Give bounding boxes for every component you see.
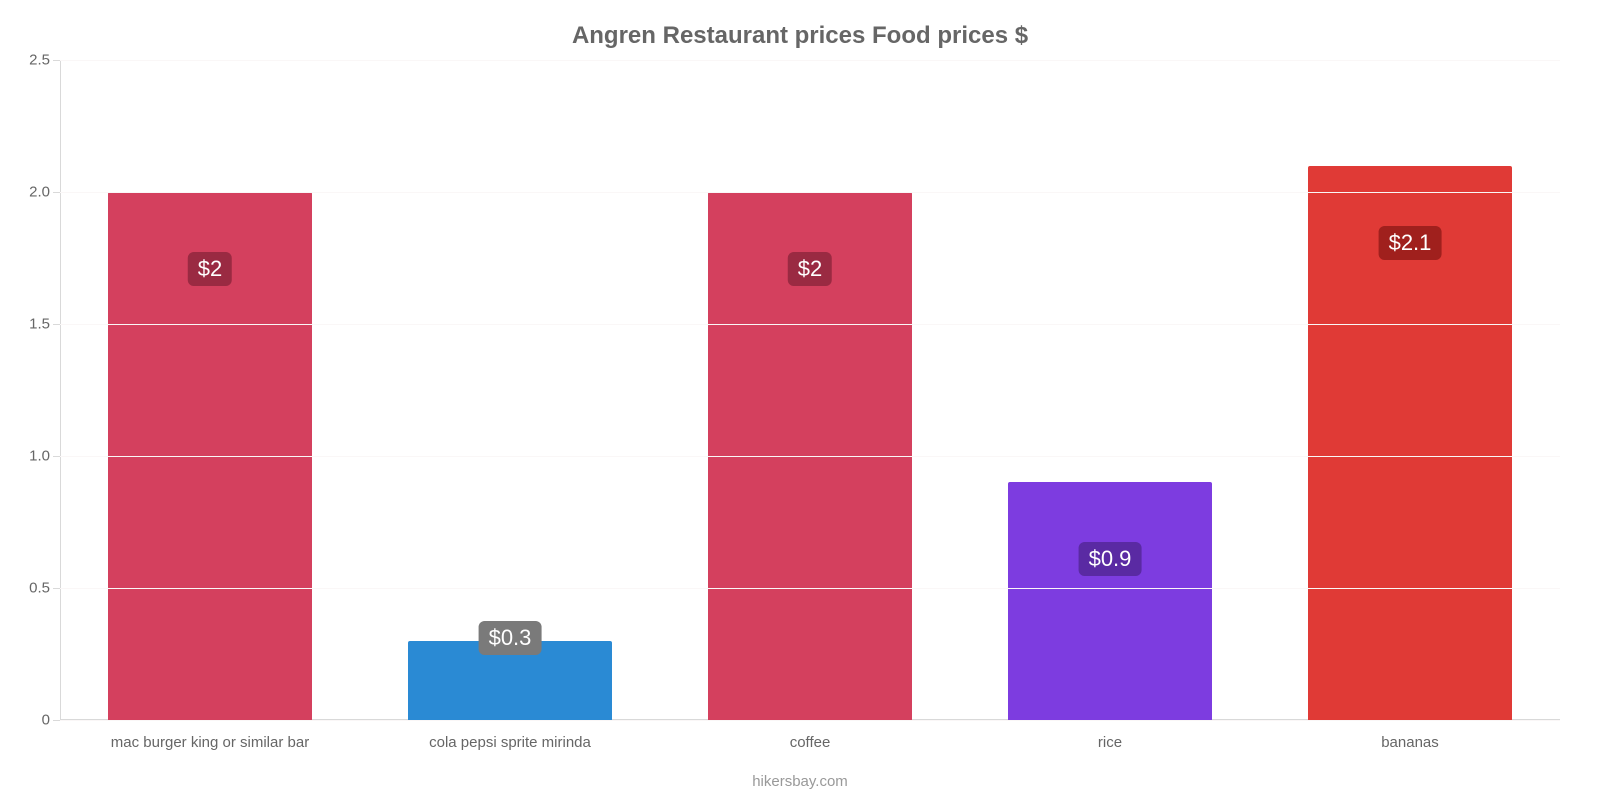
gridline	[60, 324, 1560, 325]
source-attribution: hikersbay.com	[0, 773, 1600, 790]
bar	[1008, 482, 1212, 720]
gridline	[60, 60, 1560, 61]
y-tick-label: 1.5	[29, 316, 60, 333]
gridline	[60, 456, 1560, 457]
gridline	[60, 588, 1560, 589]
value-badge: $0.3	[479, 621, 542, 655]
y-tick-label: 0.5	[29, 580, 60, 597]
y-tick-label: 1.0	[29, 448, 60, 465]
y-tick-label: 0	[42, 712, 60, 729]
bar-slot: $2.1bananas	[1260, 60, 1560, 720]
bar-slot: $0.3cola pepsi sprite mirinda	[360, 60, 660, 720]
x-tick-label: bananas	[1381, 720, 1439, 751]
gridline	[60, 192, 1560, 193]
x-tick-label: mac burger king or similar bar	[111, 720, 309, 751]
bar-slot: $2mac burger king or similar bar	[60, 60, 360, 720]
gridline	[60, 720, 1560, 721]
y-tick-label: 2.5	[29, 52, 60, 69]
plot-area: $2mac burger king or similar bar$0.3cola…	[60, 60, 1560, 720]
x-tick-label: coffee	[790, 720, 831, 751]
bars-row: $2mac burger king or similar bar$0.3cola…	[60, 60, 1560, 720]
price-chart: Angren Restaurant prices Food prices $ $…	[0, 0, 1600, 800]
bar-slot: $2coffee	[660, 60, 960, 720]
bar-slot: $0.9rice	[960, 60, 1260, 720]
chart-title: Angren Restaurant prices Food prices $	[0, 22, 1600, 50]
value-badge: $2	[788, 252, 832, 286]
x-tick-label: rice	[1098, 720, 1122, 751]
x-tick-label: cola pepsi sprite mirinda	[429, 720, 591, 751]
value-badge: $2	[188, 252, 232, 286]
value-badge: $0.9	[1079, 542, 1142, 576]
y-tick-label: 2.0	[29, 184, 60, 201]
value-badge: $2.1	[1379, 226, 1442, 260]
